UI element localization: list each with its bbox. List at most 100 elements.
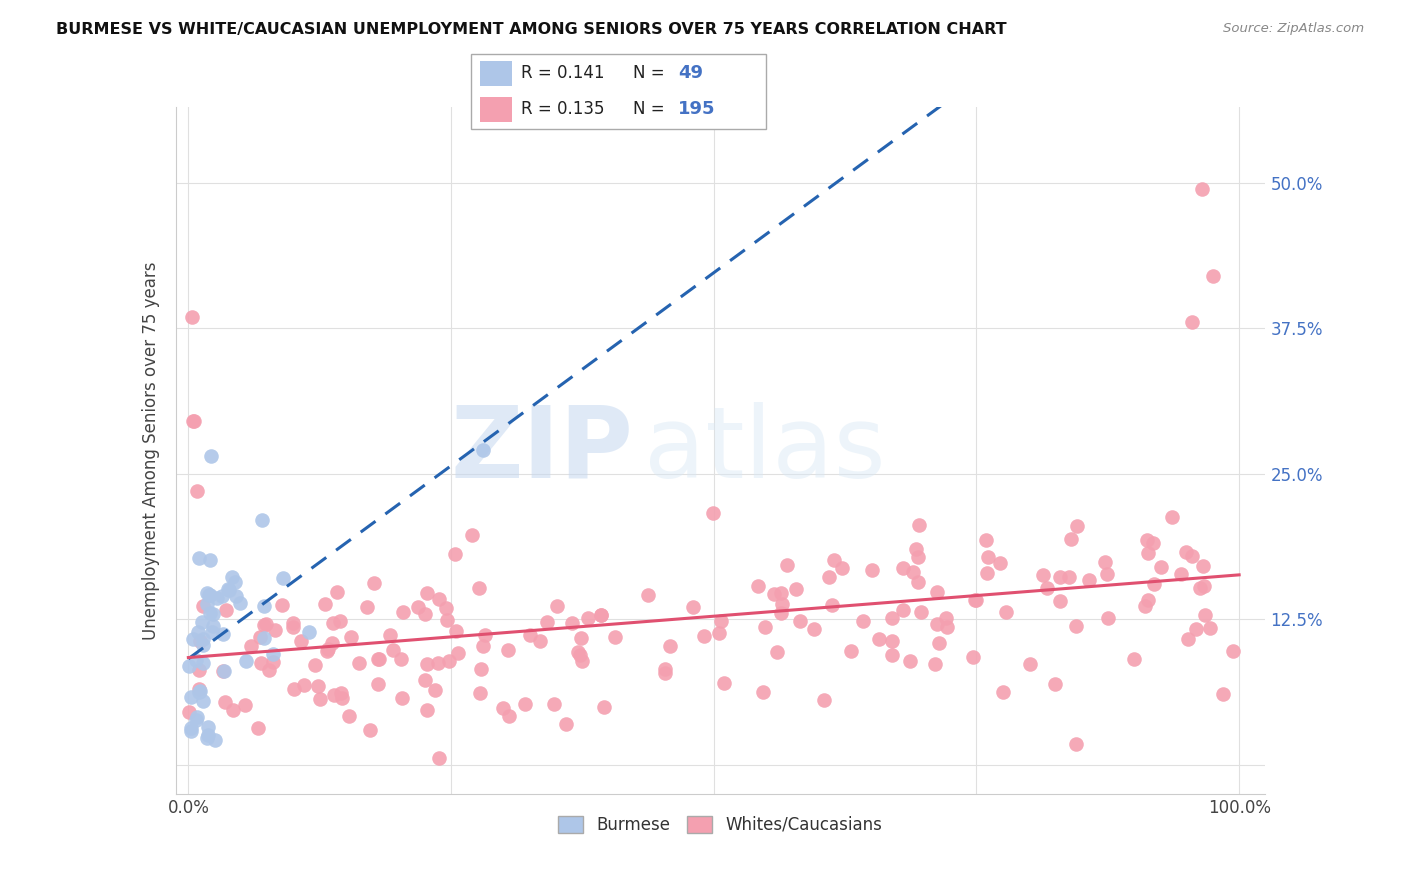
Point: [839, 643, 862, 657]
Point: [253, 618, 276, 632]
Point: [1123, 652, 1146, 666]
Point: [262, 647, 284, 661]
Point: [314, 597, 336, 611]
Point: [321, 636, 343, 650]
Point: [593, 699, 616, 714]
Point: [179, 706, 201, 720]
Point: [356, 600, 378, 615]
Point: [470, 662, 492, 676]
Point: [1181, 315, 1204, 329]
Point: [391, 690, 413, 705]
Legend: Burmese, Whites/Caucasians: Burmese, Whites/Caucasians: [551, 809, 890, 840]
Point: [191, 657, 214, 671]
Point: [910, 606, 932, 620]
Point: [187, 663, 209, 677]
Point: [413, 607, 436, 622]
Point: [898, 654, 921, 668]
Text: BURMESE VS WHITE/CAUCASIAN UNEMPLOYMENT AMONG SENIORS OVER 75 YEARS CORRELATION : BURMESE VS WHITE/CAUCASIAN UNEMPLOYMENT …: [56, 22, 1007, 37]
Point: [1057, 570, 1080, 584]
Point: [188, 684, 211, 698]
Point: [212, 627, 235, 641]
Point: [901, 565, 924, 579]
Point: [392, 605, 415, 619]
Point: [359, 723, 381, 737]
Point: [415, 703, 437, 717]
Point: [225, 590, 247, 604]
Point: [710, 614, 733, 628]
Point: [191, 632, 214, 646]
Point: [546, 599, 568, 613]
Point: [461, 528, 484, 542]
Point: [775, 558, 797, 572]
Point: [994, 605, 1017, 619]
Point: [307, 680, 329, 694]
Point: [281, 620, 304, 634]
Point: [193, 599, 215, 614]
Point: [427, 751, 450, 765]
Point: [529, 633, 551, 648]
Point: [202, 607, 225, 622]
Point: [754, 620, 776, 634]
Point: [471, 443, 494, 458]
Point: [218, 583, 240, 598]
Point: [1194, 608, 1216, 623]
Point: [187, 625, 209, 640]
Point: [437, 654, 460, 668]
Point: [211, 590, 233, 604]
Point: [637, 588, 659, 602]
Point: [254, 616, 277, 631]
Point: [561, 616, 583, 631]
Point: [212, 665, 235, 679]
Point: [200, 588, 222, 602]
Point: [246, 721, 269, 735]
Point: [198, 588, 221, 602]
Point: [186, 484, 208, 499]
Point: [591, 607, 613, 622]
Point: [1133, 599, 1156, 613]
Point: [253, 599, 276, 614]
Point: [654, 662, 676, 676]
Point: [257, 663, 280, 677]
Point: [363, 576, 385, 591]
Point: [1222, 644, 1244, 658]
Point: [928, 636, 950, 650]
Point: [707, 625, 730, 640]
Point: [1212, 687, 1234, 701]
Point: [1136, 533, 1159, 548]
Point: [924, 657, 946, 671]
Point: [426, 657, 449, 671]
Point: [880, 648, 903, 662]
Point: [217, 582, 239, 596]
Point: [965, 593, 987, 607]
Point: [330, 686, 353, 700]
Point: [963, 593, 986, 607]
Point: [179, 690, 201, 704]
Point: [328, 614, 350, 628]
Point: [880, 611, 903, 625]
Point: [659, 639, 682, 653]
Point: [1094, 556, 1116, 570]
Point: [554, 717, 576, 731]
Point: [308, 692, 330, 706]
Point: [1049, 570, 1071, 584]
Text: Source: ZipAtlas.com: Source: ZipAtlas.com: [1223, 22, 1364, 36]
Point: [1035, 581, 1057, 595]
Point: [184, 713, 207, 727]
Point: [271, 599, 294, 613]
Point: [1150, 559, 1173, 574]
Point: [323, 688, 346, 702]
Point: [1078, 573, 1101, 587]
Text: 49: 49: [678, 64, 703, 82]
Point: [207, 591, 229, 606]
Point: [519, 627, 541, 641]
Point: [513, 697, 536, 711]
Point: [752, 685, 775, 699]
Point: [221, 570, 243, 584]
Point: [591, 607, 613, 622]
Point: [180, 310, 202, 324]
Point: [298, 625, 321, 640]
Point: [1137, 592, 1160, 607]
Point: [198, 607, 221, 621]
Point: [382, 643, 405, 657]
Point: [389, 652, 412, 666]
